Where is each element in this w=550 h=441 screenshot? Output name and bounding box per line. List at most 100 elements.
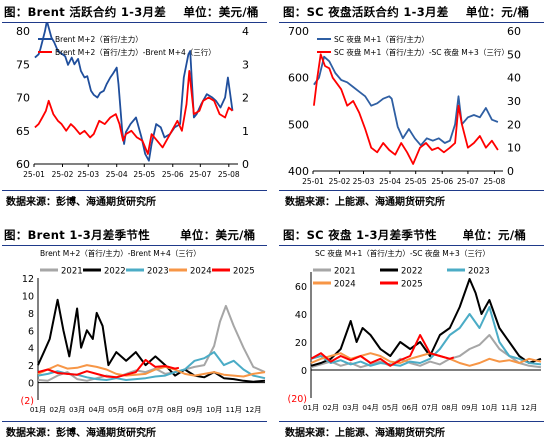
- y-left-tick-label: 700: [288, 25, 309, 38]
- x-tick-label: 02月: [49, 405, 65, 414]
- x-tick-label: 25-07: [457, 177, 479, 186]
- x-tick-label: 02月: [323, 403, 339, 412]
- y-right-tick-label: 3: [242, 58, 249, 71]
- source-note: 数据来源：彭博、海通期货研究所: [6, 197, 156, 208]
- x-tick-label: 07月: [422, 403, 438, 412]
- legend-label: 2021: [334, 267, 356, 277]
- y-right-tick-label: 1: [242, 125, 249, 138]
- panel-brent-seasonality: 图：Brent 1-3月差季节性 单位：美元/桶 Brent M+2（首行/主力…: [0, 223, 275, 441]
- y-tick-label: (2): [21, 396, 34, 407]
- x-tick-label: 25-02: [52, 170, 74, 179]
- y-right-tick-label: 4: [242, 25, 249, 38]
- legend-label: 2025: [233, 267, 255, 277]
- panel-sc-spread: 图：SC 夜盘活跃合约 1-3月差 单位：元/桶 400 500 600 700 0 10…: [275, 0, 550, 210]
- legend-label: Brent M+2（首行/主力）-Brent M+4（三行）: [55, 47, 216, 57]
- x-tick-label: 09月: [461, 403, 477, 412]
- x-tick-label: 25-05: [133, 170, 155, 179]
- y-left-tick-label: 400: [288, 165, 309, 178]
- legend-label: 2021: [61, 267, 83, 277]
- y-left-tick-label: 70: [16, 92, 30, 105]
- series-line-2022: [37, 298, 266, 383]
- x-tick-label: 04月: [362, 403, 378, 412]
- x-tick-label: 25-08: [218, 170, 240, 179]
- series-line-1: [313, 55, 499, 147]
- title-divider: [2, 245, 267, 246]
- x-tick-label: 06月: [402, 403, 418, 412]
- x-tick-label: 05月: [382, 403, 398, 412]
- brent-spread-chart: 60 65 70 75 80 0 1 2 3 4 25-01 25-02 25-03 25-04 25-05…: [16, 23, 249, 179]
- y-right-tick-label: 50: [507, 48, 521, 61]
- x-tick-label: 25-08: [484, 177, 506, 186]
- x-tick-label: 10月: [206, 405, 222, 414]
- panel-title: 图：SC 夜盘活跃合约 1-3月差 单位：元/桶: [283, 5, 530, 19]
- x-tick-label: 03月: [69, 405, 85, 414]
- x-tick-label: 25-06: [162, 170, 184, 179]
- legend-label: 2024: [334, 280, 356, 290]
- y-right-tick-label: 0: [507, 165, 514, 178]
- legend-label: Brent M+2（首行/主力）: [55, 34, 143, 44]
- source-divider: [2, 421, 267, 422]
- title-divider: [279, 245, 544, 246]
- x-tick-label: 10月: [481, 403, 497, 412]
- legend-label: 2024: [190, 267, 212, 277]
- source-note: 数据来源：上能源、海通期货研究所: [285, 197, 445, 208]
- legend-label: 2022: [401, 267, 423, 277]
- series-line-2: [34, 70, 234, 155]
- y-left-tick-label: 65: [16, 125, 30, 138]
- y-tick-label: 6: [28, 326, 34, 337]
- source-note: 数据来源：上能源、海通期货研究所: [285, 428, 445, 439]
- chart-title: Brent M+2（首行/主力）-Brent M+4（三行）: [40, 248, 201, 258]
- legend-label: 2023: [468, 267, 490, 277]
- title-divider: [279, 22, 544, 23]
- y-tick-label: 0: [301, 366, 307, 377]
- x-tick-label: 05月: [108, 405, 124, 414]
- series-line-2025: [37, 358, 180, 379]
- series-line-1: [34, 23, 234, 162]
- series-line-2025: [310, 334, 455, 367]
- x-tick-label: 06月: [128, 405, 144, 414]
- y-left-tick-label: 600: [288, 72, 309, 85]
- x-tick-label: 25-06: [431, 177, 453, 186]
- x-tick-label: 25-05: [405, 177, 427, 186]
- x-tick-label: 12月: [245, 405, 261, 414]
- x-tick-label: 12月: [521, 403, 537, 412]
- x-tick-label: 25-03: [353, 177, 375, 186]
- x-tick-label: 25-07: [189, 170, 211, 179]
- source-divider: [279, 190, 544, 191]
- source-divider: [279, 421, 544, 422]
- legend-label: 2023: [147, 267, 169, 277]
- x-tick-label: 01月: [30, 405, 46, 414]
- panel-title: 图：Brent 活跃合约 1-3月差 单位：美元/桶: [4, 5, 259, 19]
- x-tick-label: 07月: [147, 405, 163, 414]
- x-tick-label: 25-01: [302, 177, 324, 186]
- y-tick-label: 20: [295, 338, 307, 349]
- x-tick-label: 25-04: [379, 177, 401, 186]
- legend-label: 2022: [104, 267, 126, 277]
- panel-brent-spread: 图：Brent 活跃合约 1-3月差 单位：美元/桶 60 65 70 75 80 0 1 2…: [0, 0, 275, 210]
- y-left-tick-label: 75: [16, 58, 30, 71]
- y-tick-label: 40: [295, 310, 307, 321]
- panel-sc-seasonality: 图：SC 夜盘 1-3月差季节性 单位：元/桶 SC 夜盘 M+1（首行/主力）…: [275, 223, 550, 441]
- y-right-tick-label: 40: [507, 72, 521, 85]
- y-right-tick-label: 10: [507, 142, 521, 155]
- y-left-tick-label: 500: [288, 118, 309, 131]
- x-tick-label: 11月: [226, 405, 242, 414]
- x-tick-label: 08月: [442, 403, 458, 412]
- brent-seasonality-chart: Brent M+2（首行/主力）-Brent M+4（三行） (2) 0 2 4 6 8 10…: [21, 248, 266, 414]
- series-line-2022: [310, 278, 542, 367]
- y-right-tick-label: 0: [242, 158, 249, 171]
- legend-label: 2025: [401, 280, 423, 290]
- source-note: 数据来源：彭博、海通期货研究所: [6, 428, 156, 439]
- y-right-tick-label: 60: [507, 25, 521, 38]
- x-tick-label: 09月: [186, 405, 202, 414]
- y-tick-label: 2: [28, 361, 34, 372]
- series-line-2024: [37, 364, 266, 378]
- x-tick-label: 08月: [167, 405, 183, 414]
- y-tick-label: 8: [28, 309, 34, 320]
- legend-label: SC 夜盘 M+1（首行/主力）-SC 夜盘 M+3（三行）: [334, 47, 509, 57]
- x-tick-label: 04月: [89, 405, 105, 414]
- x-tick-label: 03月: [342, 403, 358, 412]
- x-tick-label: 25-01: [23, 170, 45, 179]
- series-line-2023: [310, 306, 542, 367]
- series-line-2024: [310, 352, 542, 367]
